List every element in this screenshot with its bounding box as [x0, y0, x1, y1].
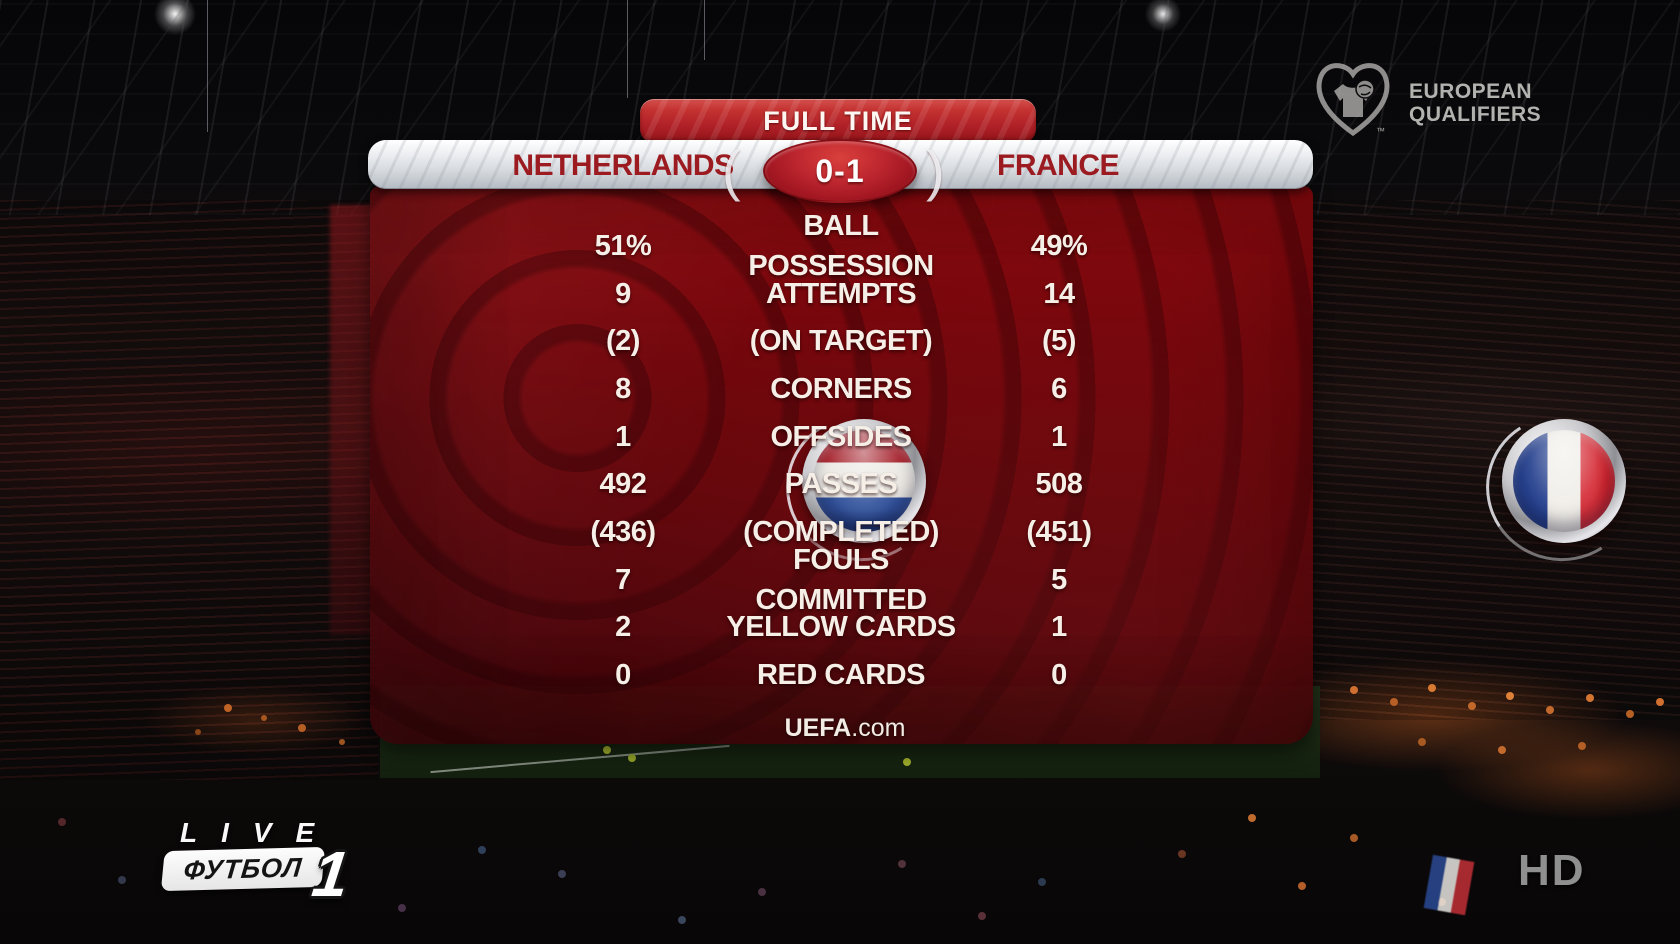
stat-label: YELLOW CARDS — [726, 611, 956, 644]
away-team-name: FRANCE — [997, 149, 1120, 182]
competition-line1: EUROPEAN — [1409, 80, 1533, 103]
stat-home-value: (436) — [590, 515, 656, 548]
crowd-specks — [0, 0, 4, 4]
stat-row: 51% BALL POSSESSION 49% — [538, 210, 1144, 282]
stat-away-value: 5 — [1051, 563, 1067, 596]
stat-away-value: 6 — [1051, 372, 1067, 405]
stat-home-value: 0 — [615, 658, 631, 691]
stat-home-value: (2) — [606, 325, 640, 358]
stat-label: (ON TARGET) — [749, 325, 933, 358]
stat-home-value: 51% — [594, 230, 652, 262]
stat-away-value: 0 — [1051, 658, 1067, 691]
roof-cable — [704, 0, 705, 60]
trademark-symbol: ™ — [1376, 126, 1385, 136]
channel-logo-futbol1: ФУТБОЛ 1 — [160, 838, 353, 910]
stat-label: BALL POSSESSION — [748, 210, 934, 282]
uefa-watermark-bold: UEFA — [784, 714, 852, 742]
scorebug-right-flourish: ) — [926, 139, 945, 202]
stat-label: FOULS COMMITTED — [755, 543, 927, 616]
stat-away-value: 508 — [1035, 468, 1083, 501]
competition-name: EUROPEAN QUALIFIERS — [1409, 80, 1541, 126]
france-flag-icon — [1472, 401, 1650, 575]
stat-home-value: 9 — [615, 277, 631, 310]
hd-badge: HD — [1518, 846, 1586, 895]
roof-cable — [207, 0, 208, 132]
stat-label: CORNERS — [770, 372, 912, 405]
stat-away-value: 1 — [1051, 611, 1067, 644]
stat-label: RED CARDS — [757, 658, 925, 691]
full-time-label: FULL TIME — [763, 105, 913, 136]
stat-row: 2 YELLOW CARDS 1 — [538, 607, 1144, 647]
stat-row: (2) (ON TARGET) (5) — [538, 321, 1144, 361]
stat-row: 492 PASSES 508 — [538, 464, 1144, 504]
stat-away-value: (451) — [1026, 515, 1092, 548]
stat-row: 8 CORNERS 6 — [538, 369, 1144, 409]
uefa-heart-jersey-icon — [1316, 63, 1390, 137]
score-value: 0-1 — [815, 152, 865, 189]
uefa-watermark: UEFA.com — [745, 713, 945, 743]
stat-home-value: 8 — [615, 372, 631, 405]
stat-away-value: 49% — [1030, 230, 1088, 262]
stand-red-glow — [330, 205, 374, 635]
stat-label: PASSES — [784, 468, 898, 501]
channel-name-box: ФУТБОЛ — [160, 846, 326, 892]
live-badge: LIVE — [180, 817, 339, 848]
home-team-name: NETHERLANDS — [512, 149, 734, 182]
stat-label: (COMPLETED) — [743, 515, 939, 548]
scorebug-left-flourish: ( — [722, 139, 741, 202]
stat-label: OFFSIDES — [770, 420, 912, 453]
competition-line2: QUALIFIERS — [1409, 103, 1542, 126]
channel-name: ФУТБОЛ — [182, 851, 304, 886]
uefa-watermark-rest: .com — [851, 714, 906, 742]
stats-panel: 51% BALL POSSESSION 49% 9 ATTEMPTS 14 (2… — [370, 186, 1650, 744]
european-qualifiers-logo: ™ EUROPEAN QUALIFIERS — [1305, 58, 1585, 150]
netherlands-flag-icon — [772, 401, 950, 575]
stat-row: 9 ATTEMPTS 14 — [538, 274, 1144, 314]
stat-away-value: 1 — [1051, 420, 1067, 453]
stat-home-value: 492 — [599, 468, 647, 501]
stat-row: 7 FOULS COMMITTED 5 — [538, 544, 1144, 616]
stadium-stand-left — [0, 200, 378, 780]
roof-cable — [627, 0, 628, 98]
score-bug: 0-1 — [763, 139, 917, 203]
stat-home-value: 2 — [615, 611, 631, 644]
stat-home-value: 1 — [615, 420, 631, 453]
stat-row: (436) (COMPLETED) (451) — [538, 512, 1144, 552]
stat-away-value: (5) — [1042, 325, 1076, 358]
stat-home-value: 7 — [615, 563, 631, 596]
stat-label: ATTEMPTS — [765, 277, 917, 310]
full-time-banner: FULL TIME — [640, 99, 1036, 143]
stat-away-value: 14 — [1043, 277, 1075, 310]
stat-row: 0 RED CARDS 0 — [538, 655, 1144, 695]
stat-row: 1 OFFSIDES 1 — [538, 417, 1144, 457]
